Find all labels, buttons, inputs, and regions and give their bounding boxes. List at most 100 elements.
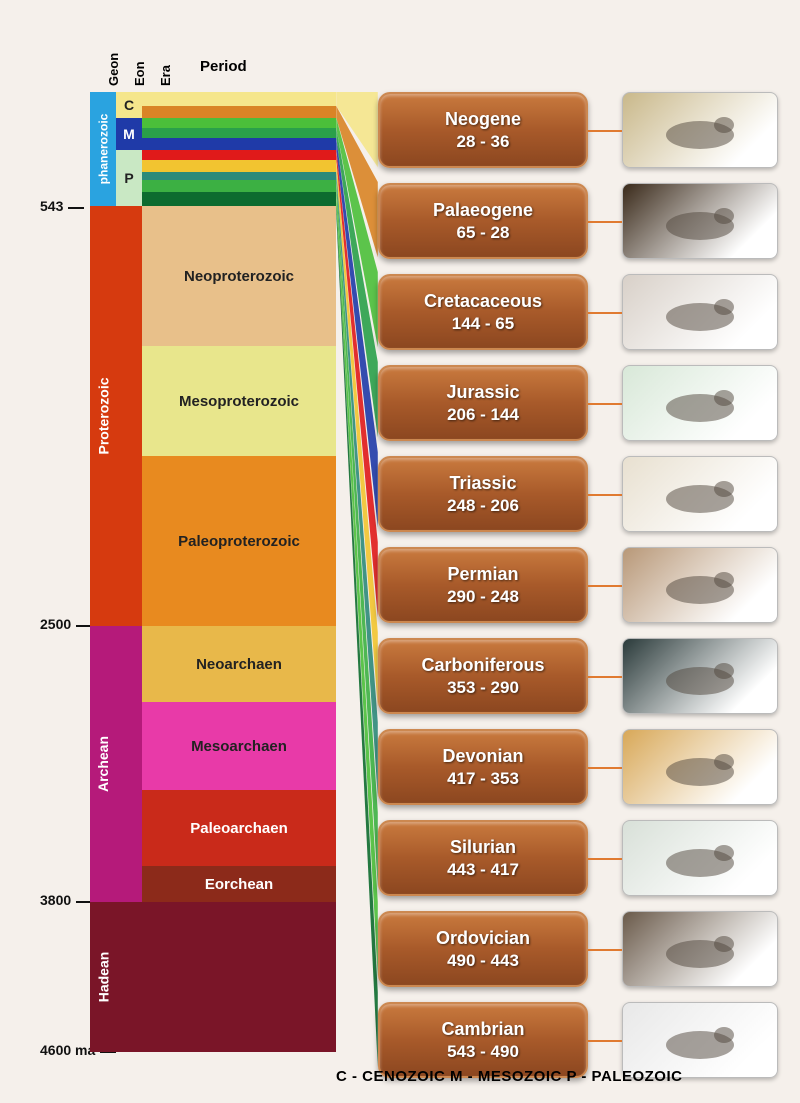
thumb-cretacaceous (622, 274, 778, 350)
period-name: Carboniferous (421, 655, 544, 676)
period-permian: Permian290 - 248 (378, 547, 588, 623)
scale-tick: 2500 (40, 616, 71, 632)
period-carboniferous: Carboniferous353 - 290 (378, 638, 588, 714)
period-stripe (142, 150, 336, 160)
period-name: Neogene (445, 109, 521, 130)
period-stripe (142, 180, 336, 192)
period-stripe (142, 118, 336, 128)
eon-c: C (116, 92, 142, 118)
connector (588, 1040, 622, 1042)
eon-column: CM P (116, 92, 142, 1059)
thumb-neogene (622, 92, 778, 168)
geon-phanerozoic: phanerozoic (90, 92, 116, 206)
eon-p-label: P (124, 170, 133, 186)
period-stripe (142, 106, 336, 118)
period-jurassic: Jurassic206 - 144 (378, 365, 588, 441)
period-stripe (142, 128, 336, 138)
scale-tick: 4600 ma (40, 1042, 95, 1058)
eon-c-label: C (124, 97, 134, 113)
geon-archean: Archean (90, 626, 116, 902)
eon-hadean-fill (116, 902, 142, 1052)
era-sub-label: Mesoproterozoic (179, 393, 299, 410)
period-thumbnails (622, 92, 778, 1093)
period-name: Palaeogene (433, 200, 533, 221)
thumb-placeholder-icon (650, 105, 750, 155)
period-name: Cretacaceous (424, 291, 542, 312)
period-range: 443 - 417 (447, 860, 519, 880)
connector (588, 767, 622, 769)
period-range: 417 - 353 (447, 769, 519, 789)
thumb-placeholder-icon (650, 196, 750, 246)
thumb-carboniferous (622, 638, 778, 714)
thumb-cambrian (622, 1002, 778, 1078)
era-sub-label: Mesoarchaen (191, 738, 287, 755)
thumb-placeholder-icon (650, 378, 750, 428)
period-stripe (142, 172, 336, 180)
era-sub-paleoproterozoic: Paleoproterozoic (142, 456, 336, 626)
era-column: Neoproterozoic Mesoproterozoic Paleoproter… (142, 92, 336, 1059)
thumb-palaeogene (622, 183, 778, 259)
thumb-placeholder-icon (650, 833, 750, 883)
geon-column: phanerozoic Proterozoic Archean Hadean (90, 92, 116, 1059)
period-range: 353 - 290 (447, 678, 519, 698)
scale-tick: 543 (40, 198, 63, 214)
period-stripe (142, 160, 336, 172)
period-range: 290 - 248 (447, 587, 519, 607)
connector (588, 949, 622, 951)
period-neogene: Neogene28 - 36 (378, 92, 588, 168)
era-hadean (142, 902, 336, 1052)
period-name: Jurassic (446, 382, 519, 403)
thumb-permian (622, 547, 778, 623)
geon-hadean-label: Hadean (95, 952, 111, 1003)
thumb-jurassic (622, 365, 778, 441)
header-period: Period (200, 58, 247, 75)
geon-proterozoic-label: Proterozoic (95, 377, 111, 454)
scale-tick: 3800 (40, 892, 71, 908)
header-eon: Eon (132, 61, 147, 86)
geon-hadean: Hadean (90, 902, 116, 1052)
period-range: 206 - 144 (447, 405, 519, 425)
connector (588, 221, 622, 223)
period-buttons: Neogene28 - 36 Palaeogene65 - 28 Cretacace… (378, 92, 588, 1093)
period-range: 28 - 36 (457, 132, 510, 152)
period-stripe (142, 192, 336, 206)
period-devonian: Devonian417 - 353 (378, 729, 588, 805)
thumb-placeholder-icon (650, 651, 750, 701)
eon-proterozoic-fill (116, 206, 142, 626)
era-sub-mesoarchaen: Mesoarchaen (142, 702, 336, 790)
era-sub-mesoproterozoic: Mesoproterozoic (142, 346, 336, 456)
connector (588, 312, 622, 314)
era-sub-label: Paleoproterozoic (178, 533, 300, 550)
legend: C - CENOZOIC M - MESOZOIC P - PALEOZOIC (336, 1068, 682, 1085)
thumb-placeholder-icon (650, 924, 750, 974)
geon-archean-label: Archean (95, 736, 111, 792)
period-range: 490 - 443 (447, 951, 519, 971)
thumb-placeholder-icon (650, 560, 750, 610)
era-sub-neoproterozoic: Neoproterozoic (142, 206, 336, 346)
connector (588, 130, 622, 132)
connector (588, 676, 622, 678)
connector (588, 403, 622, 405)
period-range: 543 - 490 (447, 1042, 519, 1062)
thumb-devonian (622, 729, 778, 805)
eon-m: M (116, 118, 142, 150)
period-cambrian: Cambrian543 - 490 (378, 1002, 588, 1078)
header-geon: Geon (106, 53, 121, 86)
period-palaeogene: Palaeogene65 - 28 (378, 183, 588, 259)
thumb-silurian (622, 820, 778, 896)
geon-proterozoic: Proterozoic (90, 206, 116, 626)
era-sub-eorchean: Eorchean (142, 866, 336, 902)
connector (588, 494, 622, 496)
period-silurian: Silurian443 - 417 (378, 820, 588, 896)
thumb-placeholder-icon (650, 1015, 750, 1065)
period-cretacaceous: Cretacaceous144 - 65 (378, 274, 588, 350)
connector (588, 858, 622, 860)
thumb-placeholder-icon (650, 469, 750, 519)
period-ordovician: Ordovician490 - 443 (378, 911, 588, 987)
era-sub-label: Neoarchaen (196, 656, 282, 673)
era-sub-label: Eorchean (205, 876, 273, 893)
period-triassic: Triassic248 - 206 (378, 456, 588, 532)
thumb-triassic (622, 456, 778, 532)
period-stripe (142, 138, 336, 150)
thumb-placeholder-icon (650, 287, 750, 337)
